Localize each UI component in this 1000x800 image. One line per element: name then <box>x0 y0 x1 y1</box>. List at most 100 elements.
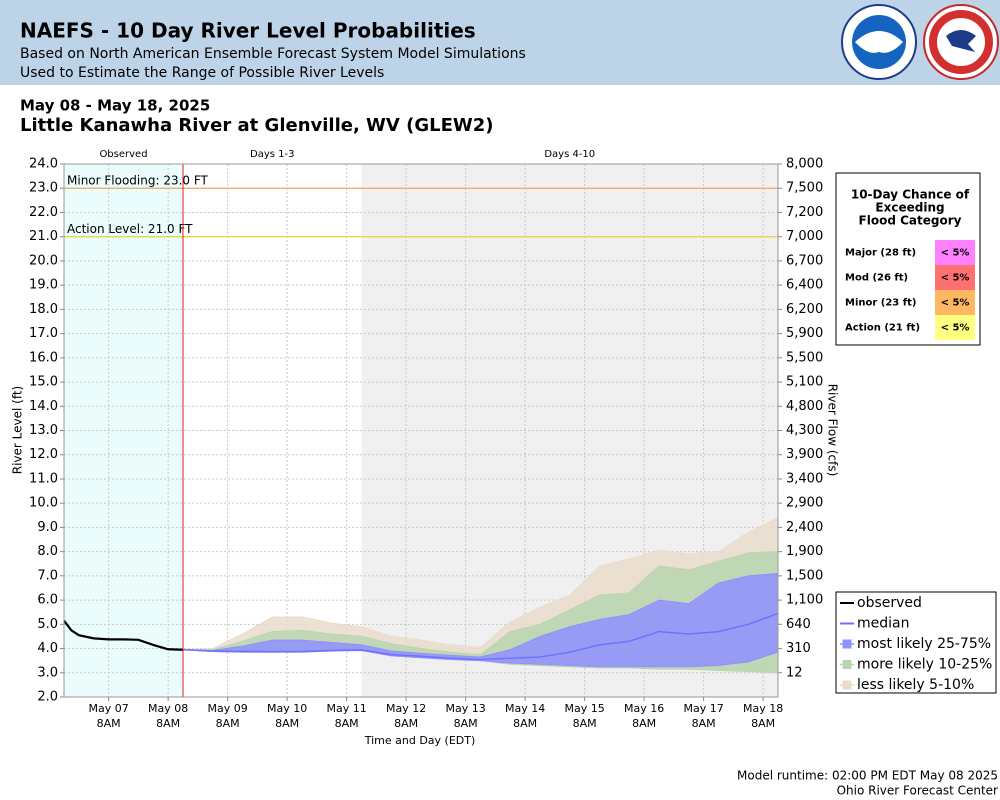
y-tick-label: 6.0 <box>37 593 58 608</box>
y-tick-label: 3.0 <box>37 665 58 680</box>
table-chance: < 5% <box>941 248 970 259</box>
y-tick-label: 22.0 <box>29 205 58 220</box>
legend-label: median <box>857 616 909 632</box>
legend-label: observed <box>857 595 922 611</box>
y-tick-label: 4.0 <box>37 641 58 656</box>
y2-tick-label: 4,300 <box>786 423 823 438</box>
y2-tick-label: 640 <box>786 617 811 632</box>
y-tick-label: 7.0 <box>37 568 58 583</box>
y2-tick-label: 7,500 <box>786 181 823 196</box>
y2-tick-label: 310 <box>786 641 811 656</box>
y2-tick-label: 5,100 <box>786 375 823 390</box>
x-tick-label: May 13 8AM <box>446 702 486 730</box>
y-tick-label: 19.0 <box>29 278 58 293</box>
y-tick-label: 11.0 <box>29 471 58 486</box>
section-label: Days 4-10 <box>544 149 595 160</box>
nws-logo <box>923 4 999 80</box>
y2-tick-label: 1,100 <box>786 593 823 608</box>
header-title: NAEFS - 10 Day River Level Probabilities <box>20 19 476 43</box>
table-swatch <box>935 240 975 265</box>
x-tick-label: May 09 8AM <box>208 702 248 730</box>
y-tick-label: 2.0 <box>37 690 58 705</box>
y-tick-label: 16.0 <box>29 350 58 365</box>
y-tick-label: 13.0 <box>29 423 58 438</box>
x-tick-label: May 11 8AM <box>327 702 367 730</box>
y-tick-label: 18.0 <box>29 302 58 317</box>
series-line <box>63 620 184 651</box>
legend-swatch <box>842 639 852 649</box>
y-tick-label: 5.0 <box>37 617 58 632</box>
table-category: Action (21 ft) <box>845 323 920 334</box>
section-label: Observed <box>99 149 147 160</box>
table-swatch <box>935 315 975 340</box>
footer-line: Ohio River Forecast Center <box>837 784 998 798</box>
header-subtitle: Based on North American Ensemble Forecas… <box>20 46 526 62</box>
series-line <box>182 612 779 661</box>
y2-tick-label: 3,400 <box>786 471 823 486</box>
section-label: Days 1-3 <box>250 149 294 160</box>
y2-tick-label: 2,400 <box>786 520 823 535</box>
x-tick-label: May 17 8AM <box>684 702 724 730</box>
table-category: Minor (23 ft) <box>845 298 916 309</box>
x-tick-label: May 16 8AM <box>624 702 664 730</box>
y-tick-label: 10.0 <box>29 496 58 511</box>
table-title: 10-Day Chance of <box>851 188 970 202</box>
y2-tick-label: 6,700 <box>786 253 823 268</box>
y-tick-label: 20.0 <box>29 253 58 268</box>
y-tick-label: 8.0 <box>37 544 58 559</box>
y2-tick-label: 6,200 <box>786 302 823 317</box>
legend-label: most likely 25-75% <box>857 636 991 652</box>
section-background <box>64 164 183 697</box>
chart-title: Little Kanawha River at Glenville, WV (G… <box>20 115 493 136</box>
x-tick-label: May 07 8AM <box>89 702 129 730</box>
y-tick-label: 12.0 <box>29 447 58 462</box>
flood-label: Minor Flooding: 23.0 FT <box>67 174 209 188</box>
table-swatch <box>935 265 975 290</box>
y-tick-label: 21.0 <box>29 229 58 244</box>
y-tick-label: 17.0 <box>29 326 58 341</box>
x-tick-label: May 10 8AM <box>267 702 307 730</box>
y-tick-label: 15.0 <box>29 375 58 390</box>
x-axis-title: Time and Day (EDT) <box>364 734 476 747</box>
table-swatch <box>935 290 975 315</box>
y2-tick-label: 2,900 <box>786 496 823 511</box>
y2-tick-label: 3,900 <box>786 447 823 462</box>
table-chance: < 5% <box>941 298 970 309</box>
y2-axis-title: River Flow (cfs) <box>826 384 840 477</box>
x-tick-label: May 12 8AM <box>386 702 426 730</box>
x-tick-label: May 08 8AM <box>148 702 188 730</box>
y2-tick-label: 6,400 <box>786 278 823 293</box>
table-title: Flood Category <box>859 214 962 228</box>
y-tick-label: 14.0 <box>29 399 58 414</box>
y2-tick-label: 5,900 <box>786 326 823 341</box>
footer-line: Model runtime: 02:00 PM EDT May 08 2025 <box>737 769 998 783</box>
legend-label: more likely 10-25% <box>857 657 992 673</box>
legend-label: less likely 5-10% <box>857 677 974 693</box>
y2-tick-label: 1,500 <box>786 568 823 583</box>
header-subtitle: Used to Estimate the Range of Possible R… <box>20 65 384 81</box>
y2-tick-label: 1,900 <box>786 544 823 559</box>
table-category: Mod (26 ft) <box>845 273 908 284</box>
x-tick-label: May 15 8AM <box>565 702 605 730</box>
y2-tick-label: 7,200 <box>786 205 823 220</box>
y2-tick-label: 12 <box>786 665 803 680</box>
y-tick-label: 24.0 <box>29 157 58 172</box>
y2-tick-label: 4,800 <box>786 399 823 414</box>
y2-tick-label: 7,000 <box>786 229 823 244</box>
noaa-logo <box>841 4 917 80</box>
flood-label: Action Level: 21.0 FT <box>67 222 193 236</box>
date-range: May 08 - May 18, 2025 <box>20 97 210 115</box>
header-band <box>0 0 1000 85</box>
y-tick-label: 9.0 <box>37 520 58 535</box>
x-tick-label: May 14 8AM <box>505 702 545 730</box>
legend-swatch <box>842 680 852 690</box>
y2-tick-label: 8,000 <box>786 157 823 172</box>
y-tick-label: 23.0 <box>29 181 58 196</box>
table-chance: < 5% <box>941 323 970 334</box>
legend-box <box>835 591 997 694</box>
plot-frame <box>63 163 779 698</box>
x-tick-label: May 18 8AM <box>743 702 783 730</box>
legend-swatch <box>842 660 852 669</box>
y-axis-title: River Level (ft) <box>11 386 25 474</box>
